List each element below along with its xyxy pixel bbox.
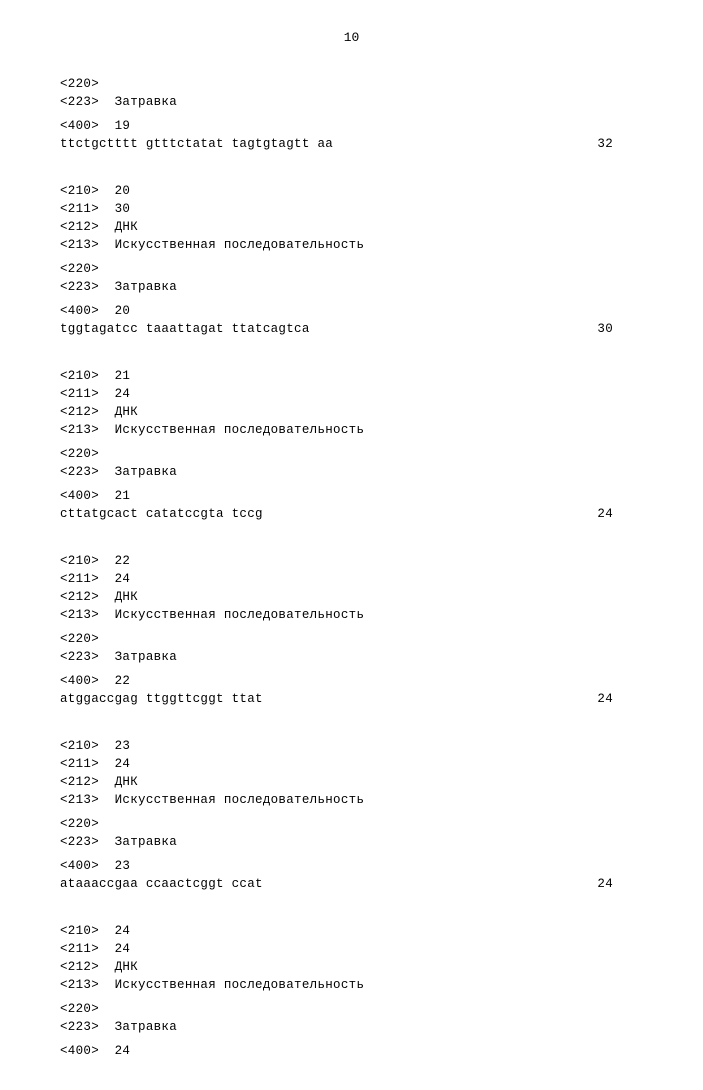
sequence-row: ataaaccgaa ccaactcggt ccat 24 (60, 875, 643, 893)
sequence-length: 24 (597, 690, 643, 708)
header-tag: <213> Искусственная последовательность (60, 236, 643, 254)
header-tag: <211> 24 (60, 385, 643, 403)
header-tag: <210> 21 (60, 367, 643, 385)
header-tag: <213> Искусственная последовательность (60, 976, 643, 994)
sequence-tag: <400> 23 (60, 857, 643, 875)
sequence-text: ataaaccgaa ccaactcggt ccat (60, 875, 263, 893)
header-tag: <210> 24 (60, 922, 643, 940)
feature-tag: <223> Затравка (60, 463, 643, 481)
sequence-length: 24 (597, 505, 643, 523)
sequence-row: ttctgctttt gtttctatat tagtgtagtt aa 32 (60, 135, 643, 153)
spacer (60, 154, 643, 182)
sequence-tag: <400> 20 (60, 302, 643, 320)
feature-tag: <223> Затравка (60, 278, 643, 296)
spacer (60, 524, 643, 552)
sequence-text: tggtagatcc taaattagat ttatcagtca (60, 320, 310, 338)
header-tag: <212> ДНК (60, 588, 643, 606)
feature-tag: <223> Затравка (60, 833, 643, 851)
sequence-listing: <220><223> Затравка<400> 19ttctgctttt gt… (60, 75, 643, 1060)
header-tag: <211> 24 (60, 940, 643, 958)
feature-tag: <220> (60, 260, 643, 278)
sequence-text: cttatgcact catatccgta tccg (60, 505, 263, 523)
feature-tag: <220> (60, 75, 643, 93)
feature-tag: <220> (60, 630, 643, 648)
header-tag: <212> ДНК (60, 403, 643, 421)
feature-tag: <220> (60, 815, 643, 833)
header-tag: <211> 24 (60, 755, 643, 773)
spacer (60, 339, 643, 367)
sequence-length: 30 (597, 320, 643, 338)
sequence-length: 32 (597, 135, 643, 153)
header-tag: <213> Искусственная последовательность (60, 791, 643, 809)
sequence-tag: <400> 24 (60, 1042, 643, 1060)
header-tag: <213> Искусственная последовательность (60, 606, 643, 624)
sequence-row: cttatgcact catatccgta tccg 24 (60, 505, 643, 523)
header-tag: <212> ДНК (60, 218, 643, 236)
sequence-tag: <400> 21 (60, 487, 643, 505)
header-tag: <212> ДНК (60, 773, 643, 791)
sequence-length: 24 (597, 875, 643, 893)
header-tag: <210> 20 (60, 182, 643, 200)
header-tag: <210> 22 (60, 552, 643, 570)
sequence-row: atggaccgag ttggttcggt ttat 24 (60, 690, 643, 708)
feature-tag: <223> Затравка (60, 648, 643, 666)
sequence-row: tggtagatcc taaattagat ttatcagtca 30 (60, 320, 643, 338)
feature-tag: <220> (60, 445, 643, 463)
sequence-tag: <400> 19 (60, 117, 643, 135)
page-container: 10 <220><223> Затравка<400> 19ttctgctttt… (0, 0, 703, 1090)
sequence-text: atggaccgag ttggttcggt ttat (60, 690, 263, 708)
sequence-text: ttctgctttt gtttctatat tagtgtagtt aa (60, 135, 333, 153)
spacer (60, 894, 643, 922)
header-tag: <210> 23 (60, 737, 643, 755)
sequence-tag: <400> 22 (60, 672, 643, 690)
feature-tag: <220> (60, 1000, 643, 1018)
header-tag: <212> ДНК (60, 958, 643, 976)
header-tag: <211> 24 (60, 570, 643, 588)
feature-tag: <223> Затравка (60, 93, 643, 111)
feature-tag: <223> Затравка (60, 1018, 643, 1036)
spacer (60, 709, 643, 737)
header-tag: <213> Искусственная последовательность (60, 421, 643, 439)
page-number: 10 (60, 30, 643, 45)
header-tag: <211> 30 (60, 200, 643, 218)
